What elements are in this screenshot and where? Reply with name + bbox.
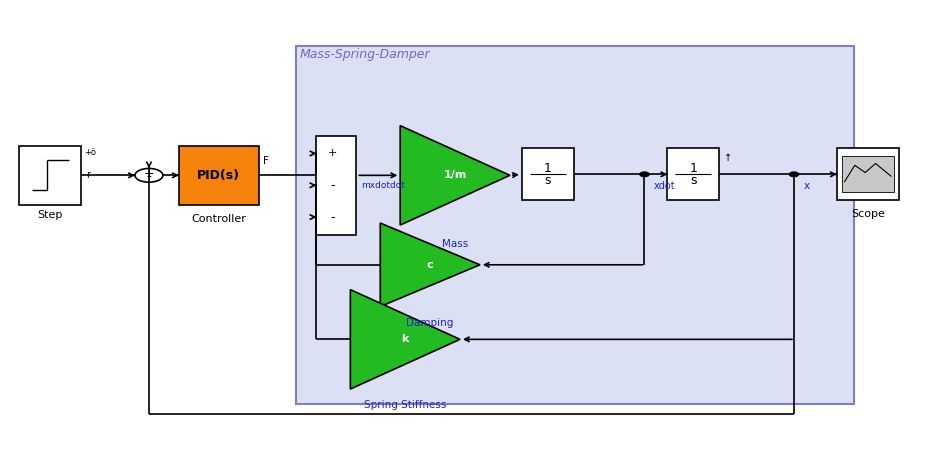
Bar bbox=[522, 148, 573, 200]
Bar bbox=[179, 146, 259, 205]
Circle shape bbox=[789, 172, 799, 177]
Text: 1/m: 1/m bbox=[443, 170, 466, 180]
Text: x: x bbox=[803, 181, 809, 191]
Text: s: s bbox=[545, 174, 551, 187]
Bar bbox=[295, 46, 854, 404]
Bar bbox=[317, 136, 357, 235]
Text: 1: 1 bbox=[689, 162, 697, 175]
Text: Mass-Spring-Damper: Mass-Spring-Damper bbox=[300, 48, 431, 61]
Text: PID(s): PID(s) bbox=[197, 169, 240, 182]
Text: -: - bbox=[146, 171, 152, 185]
Bar bbox=[842, 156, 894, 192]
Text: Step: Step bbox=[37, 210, 63, 220]
Circle shape bbox=[135, 168, 163, 182]
Bar bbox=[668, 148, 720, 200]
Text: -: - bbox=[331, 179, 334, 192]
Text: xdot: xdot bbox=[654, 181, 675, 191]
Text: Spring Stiffness: Spring Stiffness bbox=[364, 401, 446, 410]
Text: +: + bbox=[143, 167, 155, 180]
Text: -: - bbox=[331, 211, 334, 224]
Text: +: + bbox=[328, 148, 337, 159]
Text: Scope: Scope bbox=[851, 209, 884, 219]
Bar bbox=[837, 148, 898, 200]
Text: ↑: ↑ bbox=[724, 153, 732, 163]
Text: +ö: +ö bbox=[84, 148, 96, 157]
Text: Damping: Damping bbox=[407, 318, 453, 328]
Text: F: F bbox=[263, 156, 269, 166]
Circle shape bbox=[640, 172, 649, 177]
Polygon shape bbox=[350, 290, 460, 389]
Polygon shape bbox=[400, 126, 510, 225]
Text: r: r bbox=[86, 170, 89, 180]
Text: 1: 1 bbox=[544, 162, 552, 175]
Text: Mass: Mass bbox=[442, 239, 468, 249]
Bar bbox=[20, 146, 81, 205]
Text: Controller: Controller bbox=[191, 214, 246, 225]
Text: c: c bbox=[426, 260, 434, 270]
Polygon shape bbox=[380, 223, 480, 307]
Text: mxdotdot: mxdotdot bbox=[361, 181, 405, 190]
Text: k: k bbox=[401, 334, 409, 344]
Text: s: s bbox=[690, 174, 696, 187]
